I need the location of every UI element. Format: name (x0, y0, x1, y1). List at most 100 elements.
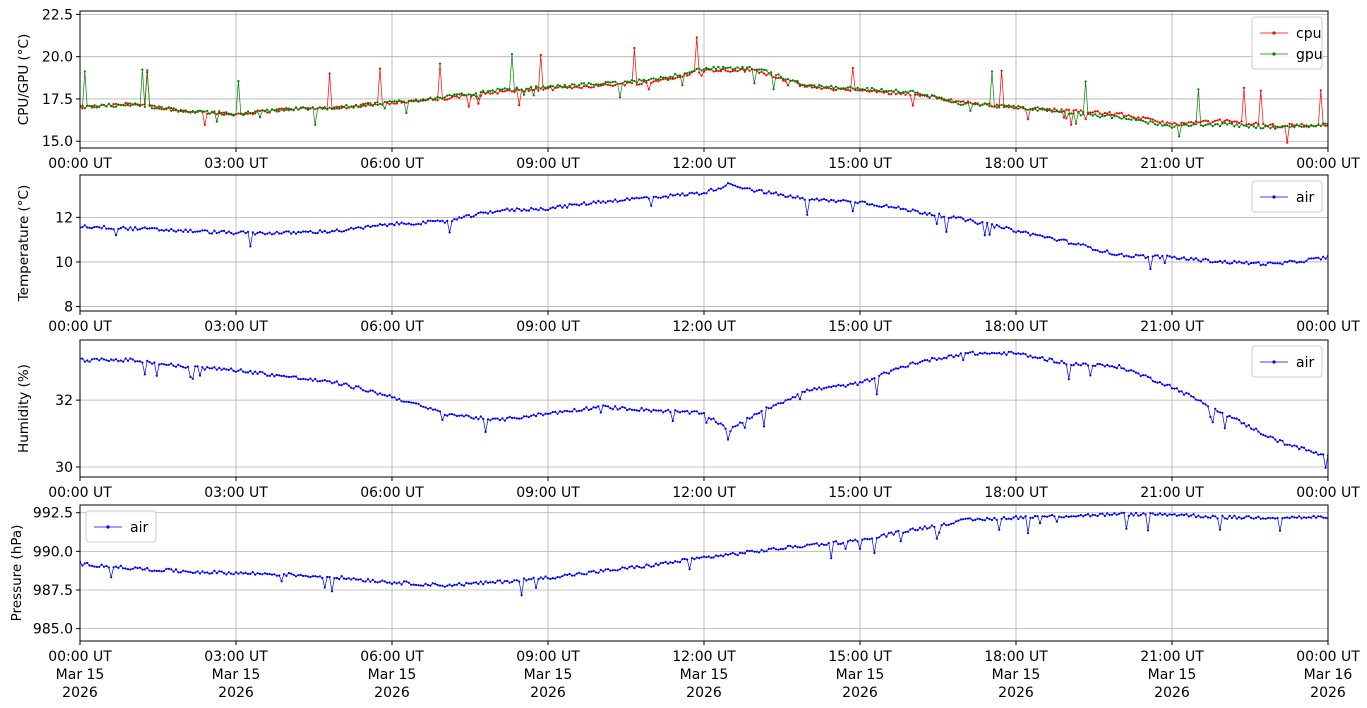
data-point (933, 214, 936, 217)
data-point (678, 194, 682, 197)
data-point (465, 214, 468, 217)
data-point (1108, 110, 1111, 114)
data-point (837, 87, 840, 90)
data-point (126, 104, 130, 107)
x-tick-label: 18:00 UT (984, 156, 1048, 172)
data-point (446, 414, 449, 417)
data-point (918, 94, 922, 97)
data-point (1142, 374, 1145, 377)
x-tick-label: 15:00 UT (828, 319, 892, 335)
data-point (280, 374, 283, 378)
data-point (400, 221, 403, 224)
data-point (458, 216, 461, 219)
data-point (93, 225, 96, 229)
data-point (124, 101, 127, 104)
data-point (515, 88, 518, 91)
data-point (1211, 514, 1214, 518)
data-point (659, 78, 662, 81)
data-point (861, 381, 864, 384)
data-point (1151, 121, 1154, 124)
data-point (335, 105, 338, 108)
data-point (935, 96, 938, 99)
data-point (894, 530, 898, 533)
data-point (772, 88, 775, 91)
data-point (842, 541, 845, 544)
data-point (695, 191, 698, 194)
data-point (923, 211, 926, 214)
data-point (587, 203, 590, 206)
y-axis-label: Humidity (%) (16, 364, 32, 453)
data-point (722, 555, 725, 558)
data-point (1156, 120, 1159, 123)
data-point (822, 197, 826, 201)
data-point (539, 412, 542, 415)
data-point (1264, 517, 1267, 520)
data-point (1029, 234, 1032, 237)
data-point (1029, 108, 1032, 111)
data-point (90, 105, 94, 108)
data-point (1024, 230, 1027, 233)
data-point (729, 66, 732, 69)
data-point (311, 379, 314, 382)
data-point (1319, 124, 1322, 128)
data-point (974, 103, 977, 106)
data-point (330, 590, 334, 593)
data-point (894, 88, 898, 91)
data-point (669, 410, 672, 414)
data-point (611, 569, 614, 572)
data-point (1290, 515, 1294, 518)
data-point (1276, 516, 1279, 520)
data-point (954, 101, 958, 104)
data-point (357, 226, 360, 229)
data-point (1199, 516, 1202, 519)
data-point (434, 97, 437, 100)
data-point (856, 540, 859, 543)
data-point (844, 199, 847, 202)
data-point (491, 581, 494, 584)
data-point (1000, 353, 1003, 356)
data-point (837, 383, 840, 386)
data-point (378, 223, 382, 226)
data-point (825, 543, 828, 547)
legend-label: air (130, 520, 148, 536)
data-point (870, 378, 874, 381)
data-point (122, 360, 125, 363)
data-point (746, 549, 749, 552)
data-point (870, 203, 874, 206)
data-point (1084, 80, 1087, 83)
data-point (158, 229, 161, 232)
data-point (186, 570, 190, 573)
data-point (969, 351, 972, 354)
data-point (1235, 123, 1238, 126)
data-point (820, 198, 823, 201)
data-point (1240, 517, 1243, 520)
data-point (297, 377, 300, 381)
data-point (88, 104, 91, 107)
data-point (1132, 514, 1135, 517)
data-point (455, 414, 458, 418)
data-point (172, 109, 175, 112)
x-date-label: Mar 15 (368, 667, 417, 683)
data-point (285, 230, 288, 233)
data-point (426, 98, 430, 101)
x-date-label: 2026 (530, 685, 566, 701)
data-point (767, 72, 770, 75)
data-point (842, 384, 845, 387)
data-point (256, 572, 259, 575)
data-point (998, 528, 1001, 531)
data-point (148, 569, 151, 572)
data-point (1168, 255, 1171, 258)
data-point (273, 573, 276, 576)
data-point (633, 408, 636, 412)
data-point (1295, 123, 1298, 126)
data-point (1139, 513, 1142, 517)
data-point (1055, 110, 1058, 113)
data-point (155, 227, 158, 230)
data-point (1074, 515, 1078, 518)
data-point (1154, 254, 1157, 257)
data-point (1065, 363, 1068, 366)
data-point (830, 84, 833, 87)
data-point (438, 96, 442, 99)
x-tick-label: 00:00 UT (1296, 156, 1360, 172)
